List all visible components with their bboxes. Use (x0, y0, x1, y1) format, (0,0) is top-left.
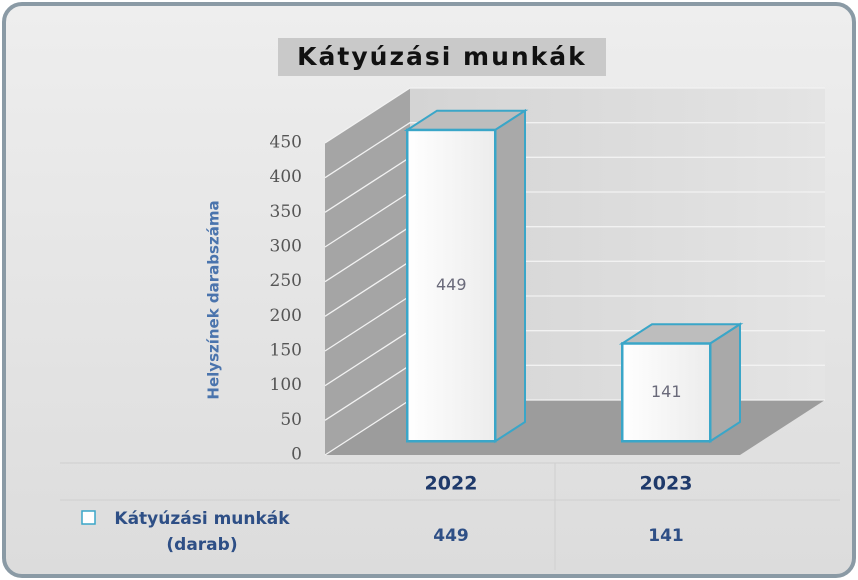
y-tick-label: 450 (270, 133, 302, 153)
table-value: 449 (433, 526, 469, 546)
data-label: 141 (651, 382, 682, 401)
y-axis-label: Helyszínek darabszáma (205, 200, 223, 399)
y-tick-label: 150 (270, 341, 302, 361)
y-tick-label: 400 (270, 167, 302, 187)
y-tick-label: 0 (291, 445, 302, 465)
y-tick-label: 100 (270, 375, 302, 395)
x-tick-label: 2022 (425, 473, 478, 495)
legend-entry: Kátyúzási munkák (darab) (114, 509, 290, 555)
data-label: 449 (436, 275, 467, 294)
table-value: 141 (648, 526, 684, 546)
floor (325, 400, 825, 455)
side-wall (325, 88, 410, 455)
bar (406, 128, 497, 443)
bar-side (709, 322, 741, 444)
y-tick-label: 350 (270, 202, 302, 222)
x-tick-label: 2023 (640, 473, 693, 495)
grid-line (324, 122, 825, 179)
bar (621, 342, 712, 443)
y-tick-label: 300 (270, 237, 302, 257)
y-tick-label: 250 (270, 271, 302, 291)
legend-swatch (81, 510, 96, 525)
y-tick-label: 200 (270, 306, 302, 326)
grid-line (324, 87, 825, 144)
y-tick-label: 50 (280, 410, 302, 430)
bar-side (494, 108, 526, 444)
chart-title: Kátyúzási munkák (297, 42, 587, 71)
title-box (278, 38, 606, 76)
